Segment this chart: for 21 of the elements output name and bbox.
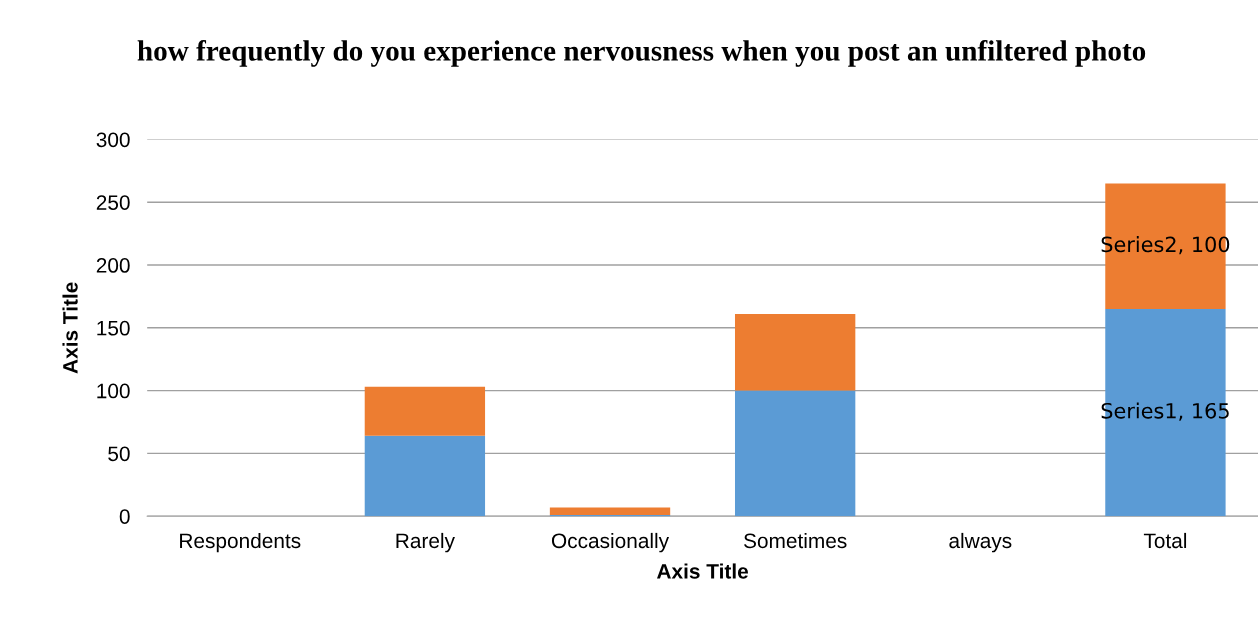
y-tick-label: 250: [96, 195, 130, 210]
x-tick-label: Total: [1143, 532, 1187, 549]
y-tick-label: 50: [108, 446, 130, 462]
y-axis-title: Axis Title: [62, 282, 78, 374]
x-tick-label: Sometimes: [744, 532, 847, 549]
x-tick-label: Respondents: [180, 532, 301, 553]
y-tick-label: 200: [96, 258, 130, 273]
y-tick-label: 0: [119, 509, 130, 524]
y-tick-label: 150: [97, 320, 130, 336]
bar: [549, 507, 671, 515]
y-tick-label: 100: [97, 383, 130, 399]
x-tick-label: Rarely: [396, 532, 455, 553]
y-tick-label: 300: [96, 132, 130, 148]
x-axis-title: Axis Title: [656, 563, 749, 579]
bar: [734, 390, 856, 517]
chart-title: how frequently do you experience nervousness when you post an unfiltered photo: [137, 39, 1146, 67]
x-tick-label: Occasionally: [551, 532, 670, 553]
bar: [734, 314, 856, 391]
bar: [364, 386, 486, 436]
x-tick-label: always: [949, 532, 1012, 553]
bar: [364, 435, 486, 517]
